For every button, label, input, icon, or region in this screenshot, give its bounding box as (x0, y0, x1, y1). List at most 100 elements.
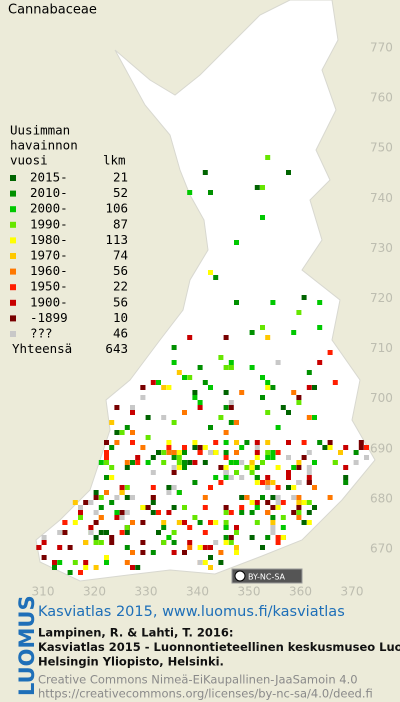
occurrence-square (218, 415, 224, 420)
occurrence-square (296, 515, 302, 520)
legend-heading: Uusimman (10, 123, 70, 138)
legend-label: 1960- (30, 263, 68, 278)
occurrence-square (280, 535, 286, 540)
legend-count: 22 (113, 279, 128, 294)
occurrence-square (166, 485, 172, 490)
occurrence-square (124, 460, 130, 465)
occurrence-square (275, 495, 281, 500)
occurrence-square (291, 465, 297, 470)
occurrence-square (364, 445, 369, 450)
occurrence-square (223, 405, 229, 410)
occurrence-square (150, 500, 156, 505)
occurrence-square (208, 425, 213, 430)
occurrence-square (286, 475, 291, 480)
occurrence-square (124, 545, 130, 550)
legend-count: 21 (113, 170, 128, 185)
occurrence-square (306, 500, 312, 505)
occurrence-square (223, 470, 229, 475)
occurrence-square (98, 530, 104, 535)
occurrence-square (218, 480, 224, 485)
occurrence-square (223, 510, 229, 515)
occurrence-square (213, 520, 219, 525)
legend-swatch (10, 284, 16, 291)
legend-heading: havainnon (10, 138, 78, 153)
occurrence-square (119, 430, 125, 435)
occurrence-square (223, 465, 229, 470)
occurrence-square (306, 465, 312, 470)
occurrence-square (62, 520, 68, 525)
occurrence-square (234, 530, 239, 535)
occurrence-square (213, 275, 219, 280)
occurrence-square (260, 495, 265, 500)
occurrence-square (93, 495, 99, 500)
occurrence-square (296, 460, 302, 465)
occurrence-square (234, 460, 239, 465)
occurrence-square (187, 335, 193, 340)
legend-label: 1980- (30, 232, 68, 247)
occurrence-square (296, 480, 302, 485)
atlas-link[interactable]: Kasviatlas 2015, www.luomus.fi/kasviatla… (38, 604, 345, 620)
occurrence-square (130, 430, 135, 435)
legend-heading: vuosi (10, 153, 48, 168)
y-grid-label: 690 (370, 441, 393, 455)
occurrence-square (306, 450, 312, 455)
occurrence-square (208, 270, 213, 275)
occurrence-square (192, 440, 198, 445)
occurrence-square (202, 380, 208, 385)
occurrence-square (275, 465, 281, 470)
occurrence-square (161, 385, 167, 390)
occurrence-square (171, 530, 177, 535)
legend-count: 56 (113, 294, 128, 309)
occurrence-square (265, 385, 271, 390)
occurrence-square (265, 410, 271, 415)
occurrence-square (171, 540, 177, 545)
occurrence-square (234, 545, 239, 550)
occurrence-square (182, 550, 187, 555)
occurrence-square (270, 385, 276, 390)
y-grid-label: 760 (370, 91, 393, 105)
occurrence-square (140, 385, 146, 390)
occurrence-square (260, 545, 265, 550)
occurrence-square (202, 495, 208, 500)
occurrence-square (228, 365, 234, 370)
occurrence-square (124, 560, 130, 565)
map (35, 0, 376, 582)
occurrence-square (208, 520, 213, 525)
occurrence-square (322, 445, 328, 450)
occurrence-square (228, 405, 234, 410)
occurrence-square (41, 555, 47, 560)
occurrence-square (83, 565, 89, 570)
occurrence-square (192, 480, 198, 485)
occurrence-square (93, 520, 99, 525)
occurrence-square (161, 540, 167, 545)
occurrence-square (270, 450, 276, 455)
occurrence-square (202, 530, 208, 535)
occurrence-square (83, 500, 89, 505)
occurrence-square (202, 505, 208, 510)
occurrence-square (296, 400, 302, 405)
legend-label: 2015- (30, 170, 68, 185)
occurrence-square (223, 390, 229, 395)
occurrence-square (208, 385, 213, 390)
occurrence-square (98, 495, 104, 500)
occurrence-square (130, 550, 135, 555)
occurrence-square (171, 360, 177, 365)
occurrence-square (343, 445, 349, 450)
occurrence-square (150, 485, 156, 490)
occurrence-square (254, 440, 260, 445)
occurrence-square (140, 445, 146, 450)
occurrence-square (176, 520, 182, 525)
occurrence-square (228, 540, 234, 545)
occurrence-square (223, 455, 229, 460)
occurrence-square (161, 450, 167, 455)
occurrence-square (41, 535, 47, 540)
occurrence-square (275, 425, 281, 430)
y-grid-label: 750 (370, 141, 393, 155)
occurrence-square (270, 455, 276, 460)
occurrence-square (332, 460, 338, 465)
occurrence-square (202, 560, 208, 565)
occurrence-square (280, 500, 286, 505)
occurrence-square (104, 490, 109, 495)
